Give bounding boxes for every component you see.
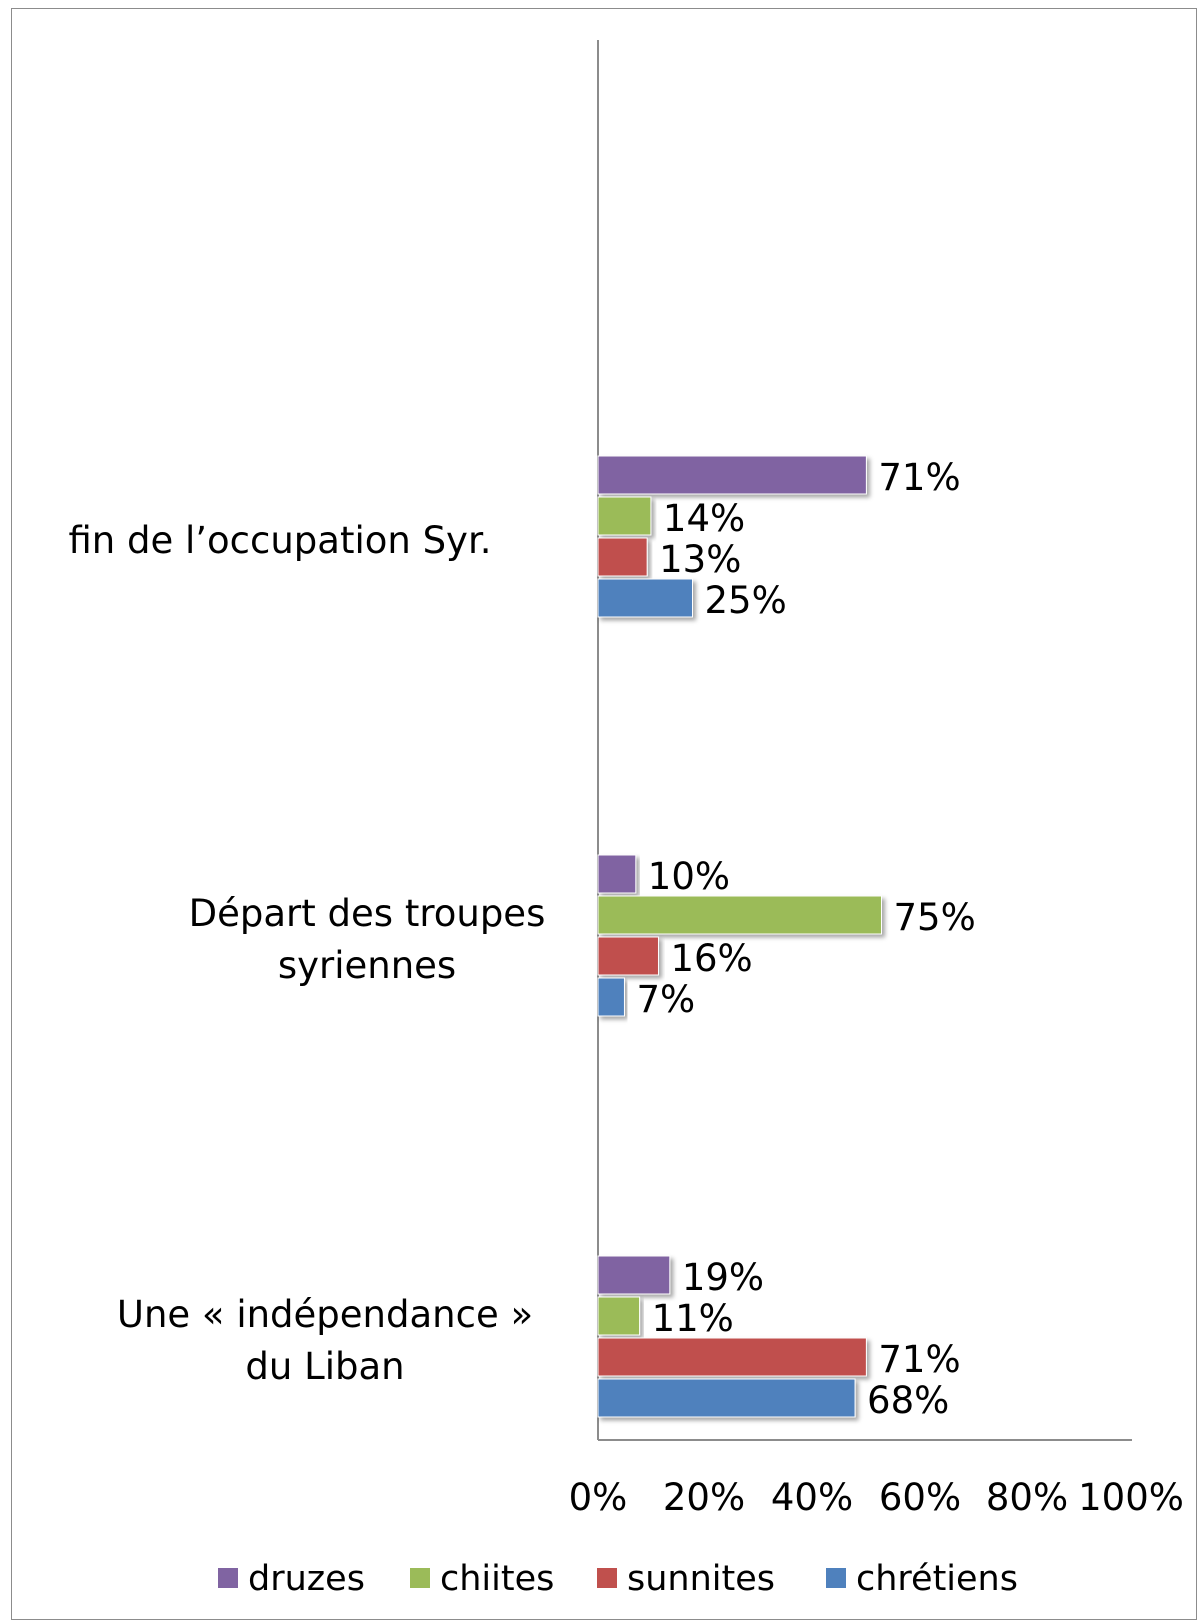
legend-label-chrétiens: chrétiens	[856, 1559, 1018, 1599]
legend-swatch-druzes	[218, 1568, 238, 1588]
bar-chrétiens-1	[597, 977, 625, 1017]
category-labels-group: fin de l’occupation Syr. Départ des troup…	[68, 519, 545, 1388]
bar-chrétiens-0	[597, 578, 693, 618]
bar-sunnites-2	[597, 1337, 867, 1377]
legend-label-chiites: chiites	[440, 1559, 554, 1599]
bar-druzes-1	[597, 854, 637, 894]
value-label-druzes-0: 71%	[878, 456, 960, 499]
value-labels-group: 71%14%13%25%10%75%16%7%19%11%71%68%	[636, 456, 975, 1422]
x-tick-label-3: 60%	[879, 1476, 961, 1519]
value-label-chiites-2: 11%	[652, 1297, 734, 1340]
legend-swatch-chiites	[410, 1568, 430, 1588]
category-label-1-line-1: syriennes	[278, 944, 456, 987]
x-tick-label-1: 20%	[663, 1476, 745, 1519]
bar-druzes-0	[597, 455, 867, 495]
legend-swatch-sunnites	[597, 1568, 617, 1588]
category-label-2-line-1: du Liban	[245, 1345, 404, 1388]
value-label-chiites-0: 14%	[663, 497, 745, 540]
bar-chrétiens-2	[597, 1378, 856, 1418]
bar-chiites-1	[597, 895, 882, 935]
bar-sunnites-1	[597, 936, 659, 976]
category-label-2-line-0: Une « indépendance »	[117, 1293, 533, 1336]
x-tick-label-5: 100%	[1078, 1476, 1184, 1519]
value-label-sunnites-0: 13%	[659, 538, 741, 581]
value-label-sunnites-2: 71%	[878, 1338, 960, 1381]
value-label-sunnites-1: 16%	[670, 937, 752, 980]
bar-sunnites-0	[597, 537, 648, 577]
value-label-chrétiens-2: 68%	[867, 1379, 949, 1422]
category-label-1-line-0: Départ des troupes	[189, 892, 546, 935]
category-label-0-line-0: fin de l’occupation Syr.	[68, 519, 491, 562]
x-tick-labels-group: 0% 20% 40% 60% 80% 100%	[569, 1476, 1184, 1519]
legend-label-sunnites: sunnites	[627, 1559, 775, 1599]
legend: druzes chiites sunnites chrétiens	[218, 1559, 1018, 1599]
value-label-chrétiens-0: 25%	[705, 579, 787, 622]
x-tick-label-2: 40%	[771, 1476, 853, 1519]
value-label-druzes-2: 19%	[682, 1256, 764, 1299]
bar-druzes-2	[597, 1255, 671, 1295]
value-label-chrétiens-1: 7%	[636, 978, 695, 1021]
legend-swatch-chrétiens	[826, 1568, 846, 1588]
legend-label-druzes: druzes	[248, 1559, 365, 1599]
x-tick-label-0: 0%	[569, 1476, 628, 1519]
bars-group	[597, 455, 882, 1418]
bar-chiites-0	[597, 496, 652, 536]
value-label-druzes-1: 10%	[648, 855, 730, 898]
value-label-chiites-1: 75%	[894, 896, 976, 939]
x-tick-label-4: 80%	[986, 1476, 1068, 1519]
bar-chiites-2	[597, 1296, 641, 1336]
